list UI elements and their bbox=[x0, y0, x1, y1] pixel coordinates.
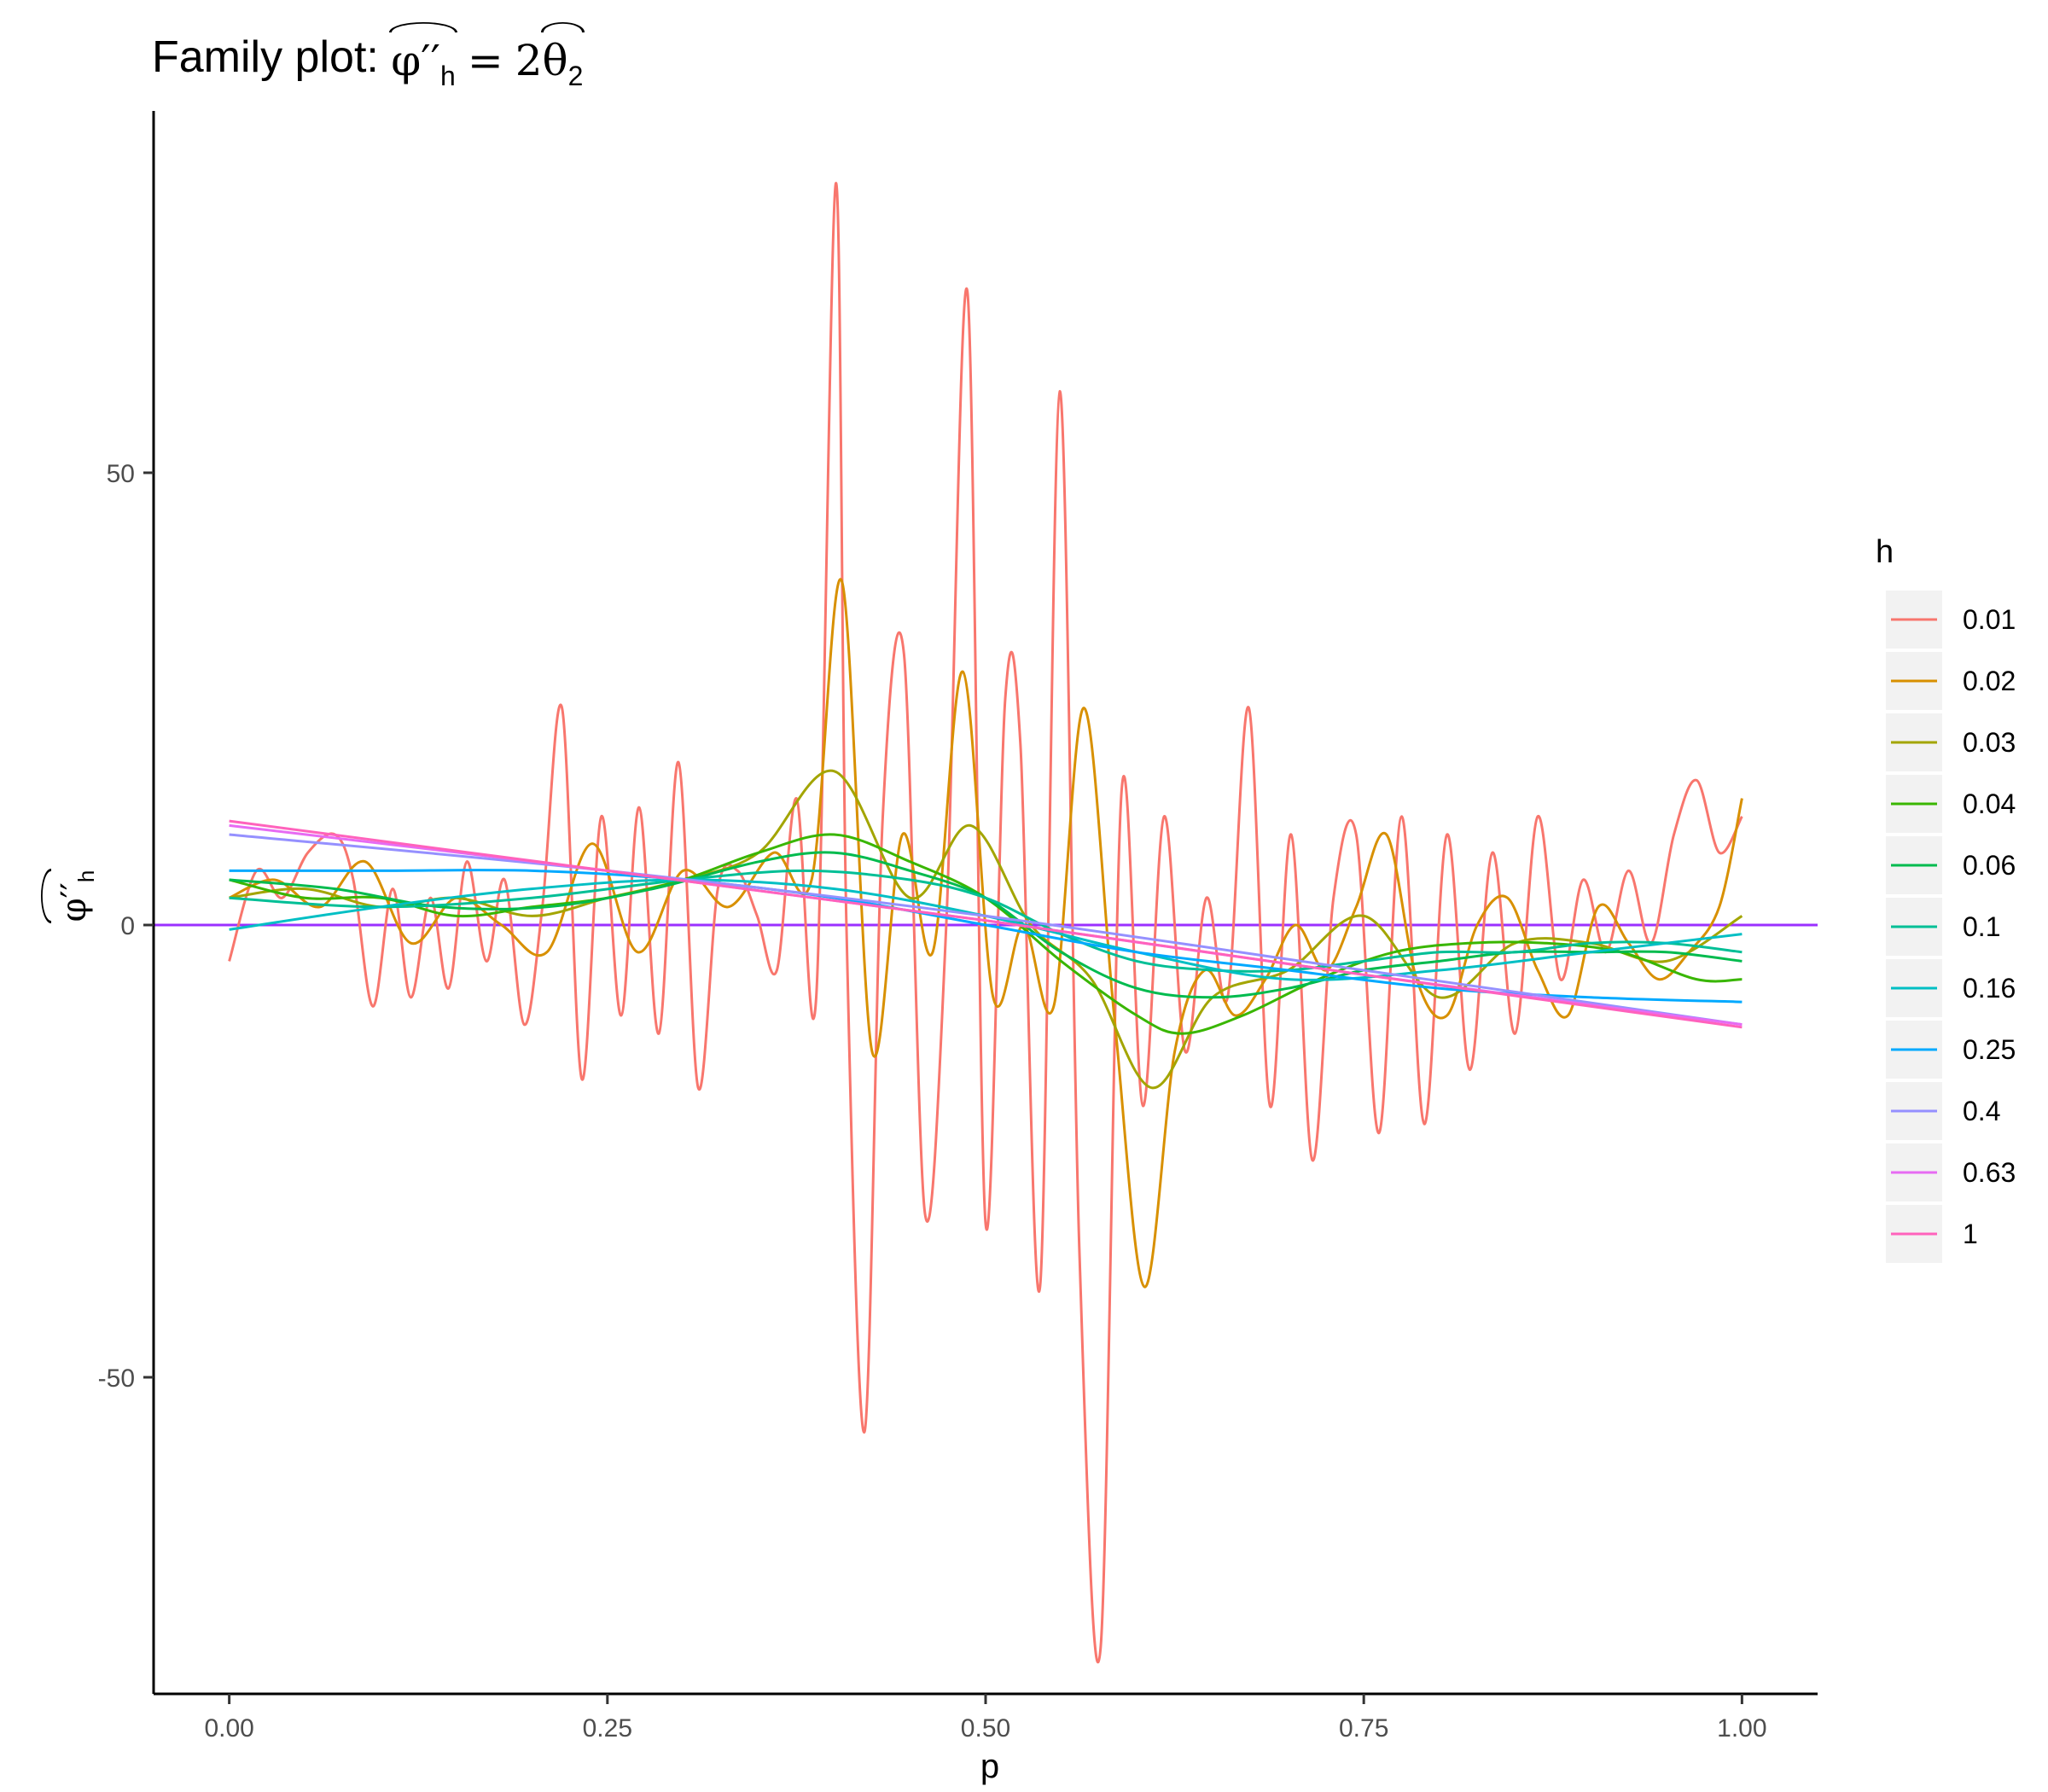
legend-item: 0.02 bbox=[1886, 652, 2016, 710]
legend-label: 0.01 bbox=[1963, 604, 2016, 635]
x-tick-label: 0.75 bbox=[1339, 1714, 1388, 1743]
y-tick-label: 50 bbox=[107, 460, 135, 488]
title-prefix: Family plot: bbox=[152, 32, 392, 82]
legend-label: 0.1 bbox=[1963, 911, 2000, 942]
title-lhs-symbol: φ′′ bbox=[391, 36, 441, 85]
y-axis-label: φ′′h bbox=[36, 836, 104, 956]
y-tick-label: 0 bbox=[120, 912, 135, 940]
legend-label: 0.02 bbox=[1963, 666, 2016, 696]
legend-item: 1 bbox=[1886, 1205, 1978, 1263]
legend: 0.01 0.02 0.03 0.04 0.06 0.1 0.16 0.25 0.4 0.63 1 bbox=[1886, 591, 2016, 1263]
legend-item: 0.01 bbox=[1886, 591, 2016, 649]
title-rhs-coef: 2 bbox=[515, 36, 543, 85]
legend-item: 0.4 bbox=[1886, 1082, 2000, 1140]
series-line-0_04 bbox=[229, 833, 1743, 1035]
legend-label: 0.03 bbox=[1963, 727, 2016, 758]
x-tick-label: 0.00 bbox=[204, 1714, 253, 1743]
legend-item: 0.1 bbox=[1886, 898, 2000, 956]
legend-item: 0.16 bbox=[1886, 959, 2016, 1017]
series-line-0_01 bbox=[228, 182, 1743, 1664]
title-equals: = bbox=[467, 36, 503, 85]
legend-label: 0.04 bbox=[1963, 788, 2016, 819]
axes: 0.00 0.25 0.50 0.75 1.00 -50 0 50 bbox=[98, 111, 1818, 1743]
series-line-0_4 bbox=[229, 833, 1743, 1027]
series-line-1 bbox=[229, 819, 1743, 1029]
legend-item: 0.25 bbox=[1886, 1021, 2016, 1079]
legend-title: h bbox=[1876, 534, 1894, 570]
title-rhs-subscript: 2 bbox=[567, 61, 584, 91]
y-axis-label-hat: φ′′h bbox=[41, 870, 100, 922]
title-lhs-hat: φ′′h bbox=[391, 22, 456, 92]
series-line-0_02 bbox=[228, 578, 1743, 1289]
legend-item: 0.04 bbox=[1886, 775, 2016, 833]
legend-label: 1 bbox=[1963, 1219, 1978, 1249]
legend-item: 0.03 bbox=[1886, 713, 2016, 771]
legend-label: 0.63 bbox=[1963, 1157, 2016, 1188]
x-tick-label: 0.50 bbox=[961, 1714, 1010, 1743]
title-rhs-hat: θ2 bbox=[543, 22, 584, 92]
y-axis-label-formula: φ′′h bbox=[41, 870, 100, 922]
x-axis-label: p bbox=[980, 1748, 1000, 1785]
legend-label: 0.4 bbox=[1963, 1096, 2000, 1126]
y-axis-label-symbol: φ′′ bbox=[54, 882, 94, 922]
y-tick-label: -50 bbox=[98, 1364, 135, 1393]
series-line-0_03 bbox=[229, 769, 1743, 1090]
title-formula: φ′′h = 2 θ2 bbox=[391, 22, 583, 92]
title-lhs-subscript: h bbox=[440, 61, 456, 91]
plot-lines bbox=[154, 182, 1818, 1664]
legend-label: 0.06 bbox=[1963, 850, 2016, 881]
chart-title: Family plot: φ′′h = 2 θ2 bbox=[152, 19, 583, 96]
x-tick-label: 1.00 bbox=[1717, 1714, 1766, 1743]
legend-label: 0.25 bbox=[1963, 1034, 2016, 1065]
x-tick-label: 0.25 bbox=[583, 1714, 632, 1743]
y-axis-label-subscript: h bbox=[73, 870, 99, 883]
legend-label: 0.16 bbox=[1963, 973, 2016, 1004]
legend-item: 0.63 bbox=[1886, 1143, 2016, 1201]
legend-item: 0.06 bbox=[1886, 836, 2016, 894]
title-rhs-symbol: θ bbox=[542, 36, 568, 85]
